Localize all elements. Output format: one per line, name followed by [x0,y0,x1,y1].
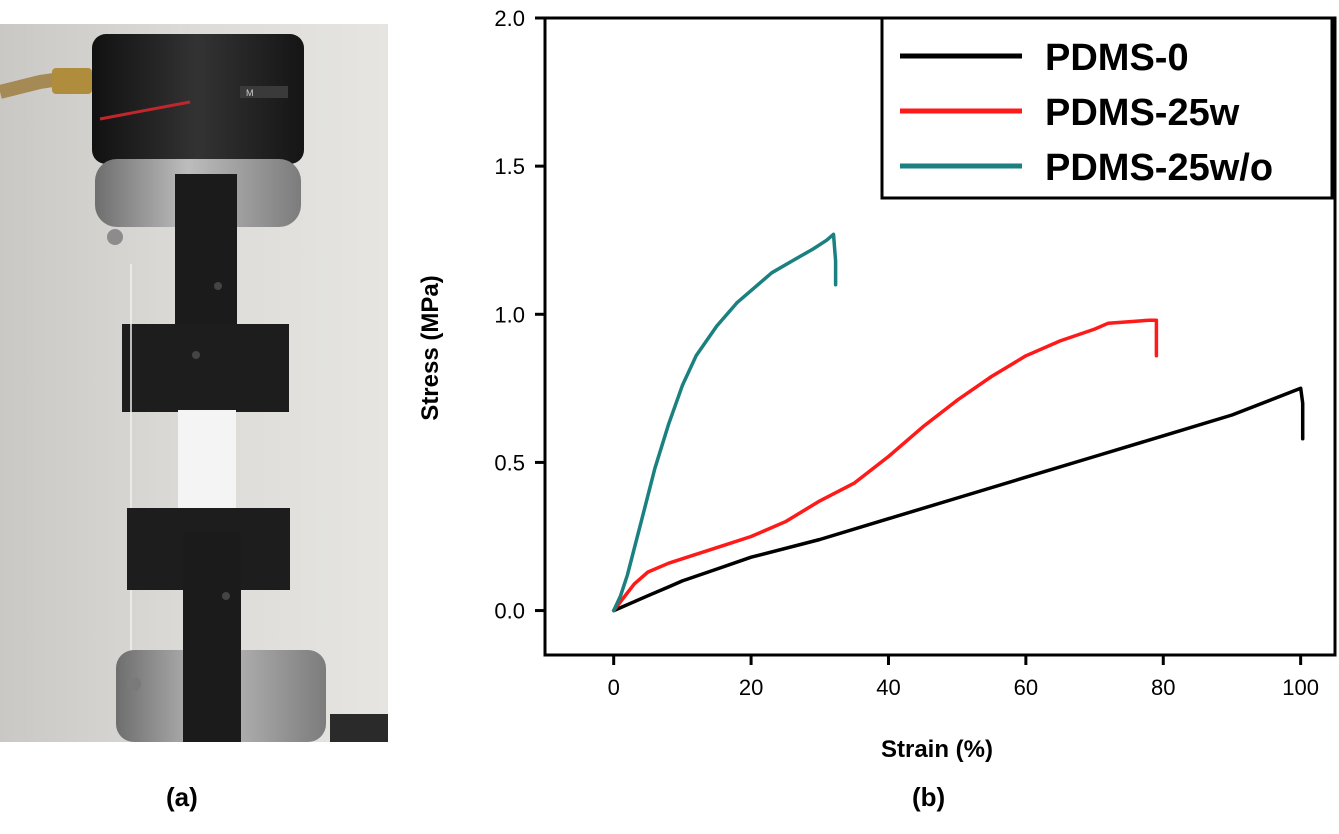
tensile-tester-photo: M [0,24,388,742]
x-tick-label: 40 [876,675,900,700]
load-cell-red-stripe [99,100,191,121]
series-line [611,318,1159,613]
chart-svg: 0 20 40 60 80 100 0.0 0.5 1.0 1.5 2.0 PDMS-0 PDMS-2… [417,6,1337,763]
y-tick-label: 0.0 [494,599,525,624]
x-tick-label: 100 [1282,675,1319,700]
x-tick-label: 80 [1151,675,1175,700]
axes-group: 0 20 40 60 80 100 0.0 0.5 1.0 1.5 2.0 [494,6,1337,700]
test-specimen [178,410,236,510]
x-tick-label: 0 [608,675,620,700]
lower-pin [127,677,141,691]
y-axis-label: Stress (MPa) [417,275,444,420]
y-tick-label: 1.0 [494,302,525,327]
panel-label-a: (a) [166,782,198,812]
y-tick-label: 2.0 [494,6,525,31]
series-group [611,232,1305,613]
x-tick-label: 60 [1014,675,1038,700]
tensile-tester-illustration: M [0,24,388,742]
legend: PDMS-0 PDMS-25w PDMS-25w/o [880,16,1334,200]
load-cell-top [92,34,304,164]
series-line [611,232,838,613]
hose-fitting [52,68,92,94]
upper-pin [107,229,123,245]
legend-label: PDMS-25w [1045,92,1240,134]
y-tick-label: 0.5 [494,450,525,475]
stress-strain-chart: 0 20 40 60 80 100 0.0 0.5 1.0 1.5 2.0 PDMS-0 PDMS-2… [400,0,1339,829]
brand-mark: M [246,88,254,98]
upper-grip-jaw [122,324,289,412]
panel-label-b: (b) [912,782,946,812]
x-axis-label: Strain (%) [881,736,993,763]
legend-label: PDMS-25w/o [1045,147,1273,189]
y-tick-label: 1.5 [494,154,525,179]
brand-plate [240,86,288,98]
legend-label: PDMS-0 [1045,37,1189,79]
series-line [611,386,1305,613]
x-tick-label: 20 [739,675,763,700]
cable [330,714,388,742]
